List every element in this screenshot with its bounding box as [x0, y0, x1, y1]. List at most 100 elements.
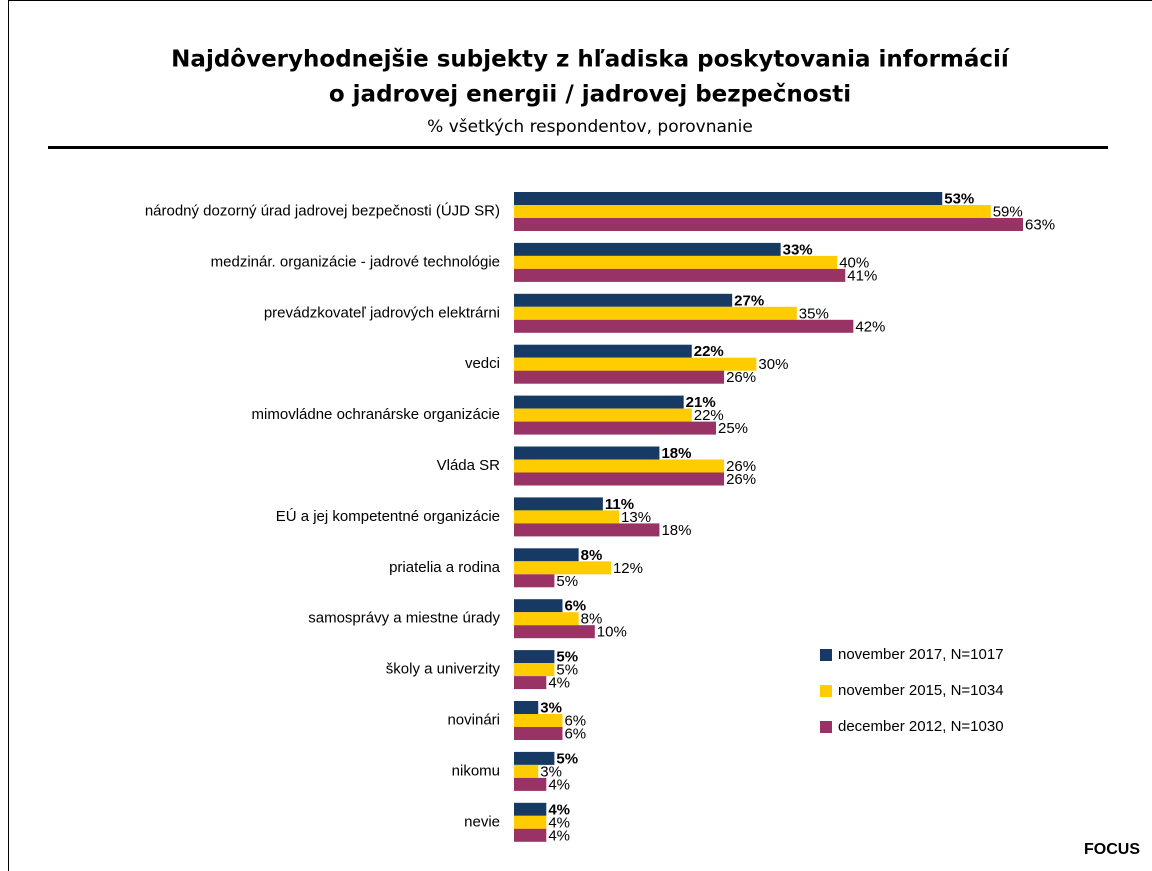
bar	[514, 727, 563, 740]
chart-title: o jadrovej energii / jadrovej bezpečnost…	[329, 82, 851, 108]
value-label: 6%	[564, 725, 586, 742]
bar	[514, 255, 838, 269]
value-label: 26%	[726, 369, 756, 386]
value-label: 63%	[1025, 216, 1055, 233]
bar	[514, 751, 555, 765]
value-label: 33%	[783, 241, 813, 258]
bar	[514, 497, 603, 511]
value-label: 10%	[597, 624, 627, 641]
value-label: 13%	[621, 509, 651, 526]
value-label: 5%	[556, 662, 578, 679]
category-label: priatelia a rodina	[389, 559, 501, 576]
value-label: 4%	[548, 675, 570, 692]
value-label: 22%	[694, 407, 724, 424]
bar	[514, 319, 854, 333]
category-label: EÚ a jej kompetentné organizácie	[276, 508, 500, 525]
value-label: 12%	[613, 560, 643, 577]
value-label: 25%	[718, 420, 748, 437]
value-label: 21%	[686, 394, 716, 411]
bar	[514, 599, 563, 613]
title-rule	[48, 146, 1108, 149]
bar	[514, 574, 555, 588]
value-label: 30%	[758, 356, 788, 373]
bar	[514, 218, 1024, 231]
category-label: samosprávy a miestne úrady	[308, 610, 500, 627]
bar	[514, 548, 579, 562]
category-label: národný dozorný úrad jadrovej bezpečnost…	[145, 202, 500, 219]
bar	[514, 421, 716, 435]
bar	[514, 561, 611, 575]
bar	[514, 370, 725, 384]
value-label: 18%	[661, 522, 691, 539]
bar	[514, 523, 660, 537]
bar	[514, 714, 563, 727]
chart-title: Najdôveryhodnejšie subjekty z hľadiska p…	[171, 47, 1010, 73]
value-label: 40%	[839, 254, 869, 271]
bar	[514, 293, 733, 307]
value-label: 4%	[548, 827, 570, 844]
legend-swatch	[820, 649, 832, 661]
value-label: 59%	[993, 203, 1023, 220]
category-label: nikomu	[452, 762, 500, 779]
category-label: medzinár. organizácie - jadrové technoló…	[211, 253, 500, 270]
bar	[514, 408, 692, 422]
bar	[514, 472, 725, 486]
category-label: nevie	[464, 813, 500, 830]
legend-swatch	[820, 685, 832, 697]
value-label: 6%	[564, 598, 586, 615]
bar	[514, 510, 620, 524]
bar	[514, 306, 797, 320]
bar	[514, 815, 547, 829]
value-label: 18%	[661, 445, 691, 462]
bar	[514, 676, 547, 690]
bar	[514, 764, 539, 778]
frame	[8, 0, 1152, 871]
bar	[514, 663, 555, 677]
legend-label: november 2015, N=1034	[838, 682, 1004, 699]
value-label: 22%	[694, 343, 724, 360]
bar	[514, 357, 757, 371]
value-label: 4%	[548, 776, 570, 793]
category-label: Vláda SR	[437, 457, 501, 474]
value-label: 8%	[581, 547, 603, 564]
value-label: 8%	[581, 611, 603, 628]
bar	[514, 459, 725, 473]
bar	[514, 650, 555, 664]
bar	[514, 344, 692, 358]
bar	[514, 612, 579, 626]
value-label: 3%	[540, 699, 562, 716]
category-label: prevádzkovateľ jadrových elektrárni	[264, 304, 500, 321]
value-label: 6%	[564, 712, 586, 729]
category-label: školy a univerzity	[386, 661, 501, 678]
bar	[514, 205, 991, 218]
bar	[514, 446, 660, 460]
bar	[514, 395, 684, 409]
value-label: 11%	[605, 496, 634, 513]
value-label: 5%	[556, 649, 578, 666]
category-label: vedci	[465, 355, 500, 372]
bar	[514, 242, 781, 256]
value-label: 53%	[944, 190, 974, 207]
value-label: 4%	[548, 814, 570, 831]
value-label: 26%	[726, 471, 756, 488]
value-label: 4%	[548, 801, 570, 818]
legend-swatch	[820, 721, 832, 733]
category-label: mimovládne ochranárske organizácie	[252, 406, 500, 423]
bar	[514, 802, 547, 816]
bar	[514, 268, 846, 282]
value-label: 41%	[847, 267, 877, 284]
value-label: 5%	[556, 573, 578, 590]
legend-label: november 2017, N=1017	[838, 646, 1004, 663]
value-label: 42%	[855, 318, 885, 335]
bar	[514, 777, 547, 791]
bar	[514, 192, 943, 205]
value-label: 27%	[734, 292, 764, 309]
value-label: 26%	[726, 458, 756, 475]
bar	[514, 701, 539, 714]
value-label: 3%	[540, 763, 562, 780]
category-label: novinári	[447, 711, 500, 728]
source: FOCUS	[1084, 841, 1140, 858]
bar	[514, 625, 595, 639]
value-label: 35%	[799, 305, 829, 322]
